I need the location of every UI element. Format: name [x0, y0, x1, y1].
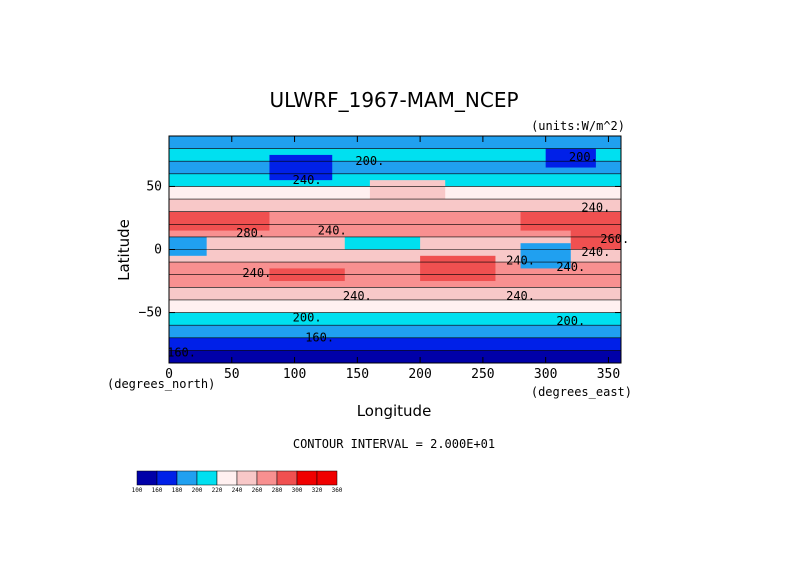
colorbar-swatch — [156, 470, 178, 486]
contour-label: 200. — [355, 154, 384, 168]
colorbar-swatch — [216, 470, 238, 486]
heatmap-band — [169, 299, 621, 313]
heatmap-feature — [520, 243, 571, 269]
heatmap-band — [169, 312, 621, 326]
x-axis-label: Longitude — [357, 402, 432, 420]
contour-label: 200. — [569, 150, 598, 164]
colorbar-swatch — [316, 470, 338, 486]
y-tick-label: 50 — [146, 179, 162, 194]
heatmap-feature — [420, 255, 496, 282]
x-tick-label: 200 — [408, 367, 431, 382]
x-unit-label: (degrees_east) — [531, 385, 632, 399]
heatmap-feature — [269, 154, 333, 181]
contour-label: 240. — [506, 289, 535, 303]
colorbar-swatch — [276, 470, 298, 486]
colorbar-swatch — [196, 470, 218, 486]
heatmap-feature — [369, 180, 446, 200]
colorbar-tick-label: 220 — [212, 487, 223, 494]
y-tick-label: 0 — [154, 243, 162, 258]
contour-label: 240. — [556, 260, 585, 274]
x-tick-label: 0 — [165, 367, 173, 382]
heatmap-band — [169, 350, 621, 363]
colorbar-tick-label: 240 — [232, 487, 243, 494]
heatmap-band — [169, 337, 621, 351]
contour-label: 260. — [600, 232, 629, 246]
colorbar-tick-label: 260 — [252, 487, 263, 494]
colorbar-swatch — [296, 470, 318, 486]
y-tick-label: −50 — [139, 306, 162, 321]
heatmap-band — [169, 287, 621, 300]
heatmap-band — [169, 249, 621, 263]
colorbar-tick-label: 200 — [192, 487, 203, 494]
contour-label: 280. — [236, 226, 265, 240]
colorbar-swatch — [236, 470, 258, 486]
colorbar-tick-label: 320 — [312, 487, 323, 494]
colorbar-swatch — [256, 470, 278, 486]
x-tick-label: 100 — [283, 367, 306, 382]
contour-label: 160. — [305, 331, 334, 345]
contour-label: 240. — [343, 289, 372, 303]
contour-label: 240. — [293, 173, 322, 187]
colorbar-tick-label: 160 — [152, 487, 163, 494]
contour-label: 160. — [167, 346, 196, 360]
heatmap-band — [169, 274, 621, 288]
x-tick-label: 350 — [597, 367, 620, 382]
heatmap-feature — [169, 236, 207, 256]
heatmap-band — [169, 211, 621, 225]
colorbar-tick-label: 180 — [172, 487, 183, 494]
heatmap-band — [169, 224, 621, 237]
x-tick-label: 50 — [224, 367, 240, 382]
heatmap-feature — [545, 148, 596, 168]
contour-label: 200. — [293, 310, 322, 324]
colorbar-tick-label: 280 — [272, 487, 283, 494]
y-axis-label: Latitude — [115, 219, 133, 281]
contour-label: 240. — [506, 254, 535, 268]
colorbar-swatch — [176, 470, 198, 486]
colorbar: 100 160 180 200 220 240 260 280 300 320 360 — [132, 470, 343, 494]
x-tick-label: 300 — [534, 367, 557, 382]
contour-label: 200. — [556, 314, 585, 328]
colorbar-tick-label: 100 — [132, 487, 143, 494]
contour-label: 240. — [242, 266, 271, 280]
chart-title: ULWRF_1967-MAM_NCEP — [269, 88, 518, 112]
x-tick-label: 250 — [471, 367, 494, 382]
units-label: (units:W/m^2) — [531, 119, 625, 133]
contour-label: 240. — [581, 245, 610, 259]
heatmap-feature — [344, 236, 421, 250]
colorbar-swatch — [136, 470, 158, 486]
x-tick-label: 150 — [346, 367, 369, 382]
contour-label: 240. — [581, 201, 610, 215]
colorbar-tick-label: 360 — [332, 487, 343, 494]
contour-label: 240. — [318, 223, 347, 237]
colorbar-tick-label: 300 — [292, 487, 303, 494]
y-unit-label: (degrees_north) — [107, 377, 215, 391]
heatmap-band — [169, 325, 621, 338]
heatmap-band — [169, 136, 621, 149]
heatmap-feature — [169, 211, 270, 231]
heatmap-band — [169, 199, 621, 212]
plot-area: 200.240.240.280.240.240. 240.240.240.200.… — [139, 135, 629, 382]
contour-interval-text: CONTOUR INTERVAL = 2.000E+01 — [293, 437, 495, 451]
